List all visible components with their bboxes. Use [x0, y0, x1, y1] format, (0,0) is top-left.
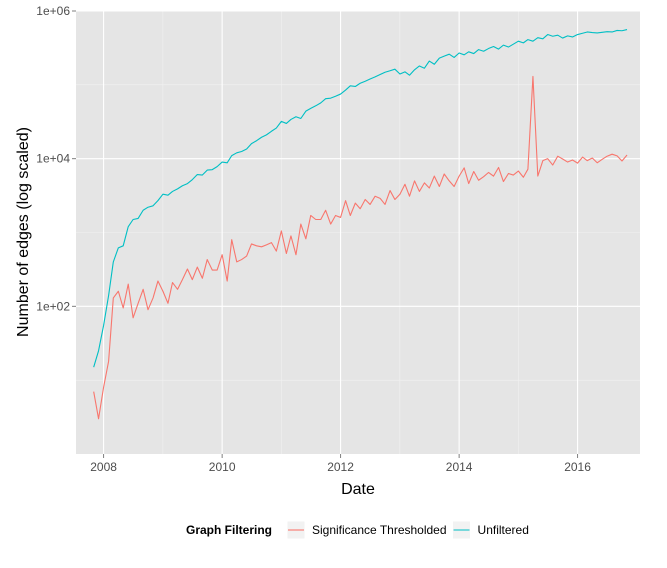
- x-tick-label: 2008: [90, 460, 117, 474]
- legend-item-significance-thresholded: Significance Thresholded: [286, 520, 447, 540]
- y-tick-label: 1e+04: [36, 152, 70, 166]
- x-axis: 2008 2010 2012 2014 2016: [90, 454, 591, 474]
- x-tick-label: 2014: [446, 460, 473, 474]
- y-tick-label: 1e+02: [36, 299, 70, 313]
- x-tick-label: 2012: [327, 460, 354, 474]
- x-axis-title: Date: [341, 481, 375, 498]
- legend-item-unfiltered: Unfiltered: [452, 520, 529, 540]
- major-gridlines: [76, 10, 640, 454]
- y-tick-label: 1e+06: [36, 4, 70, 18]
- legend-items: Significance Thresholded Unfiltered: [286, 520, 529, 540]
- y-axis-title: Number of edges (log scaled): [15, 127, 32, 337]
- series-layer: [93, 29, 628, 420]
- x-tick-label: 2016: [564, 460, 591, 474]
- x-tick-label: 2010: [209, 460, 236, 474]
- y-axis: 1e+02 1e+04 1e+06: [36, 4, 76, 313]
- legend-label: Unfiltered: [478, 523, 529, 537]
- legend: Graph Filtering Significance Thresholded…: [186, 520, 529, 540]
- series-line-significance-thresholded: [93, 75, 628, 420]
- legend-title: Graph Filtering: [186, 523, 272, 537]
- series-line-unfiltered: [93, 29, 628, 368]
- legend-label: Significance Thresholded: [312, 523, 447, 537]
